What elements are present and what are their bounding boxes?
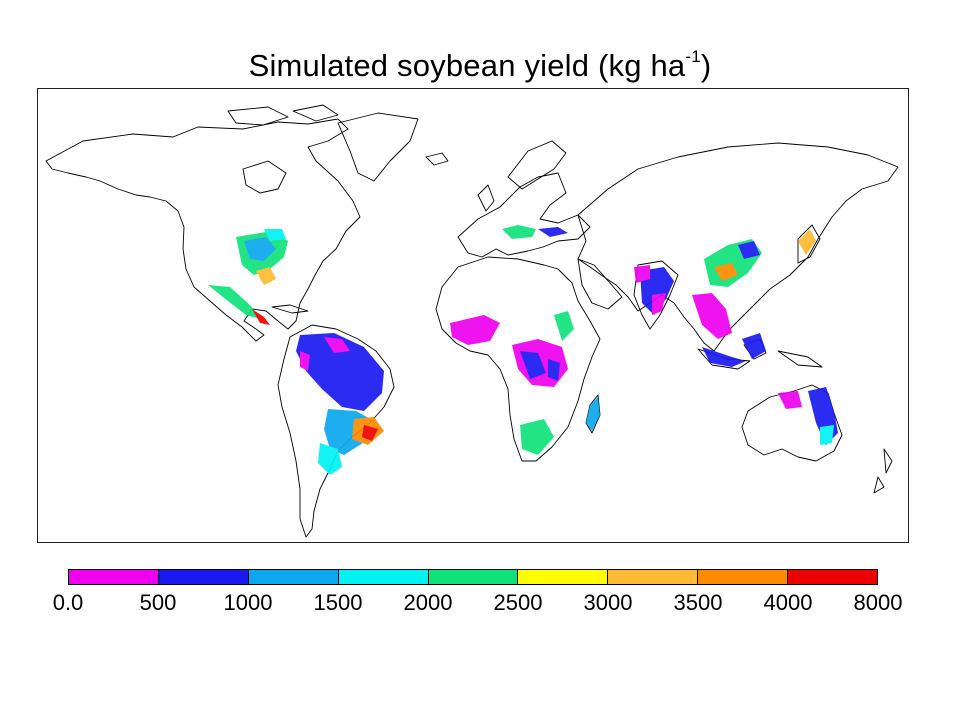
yield-mexico xyxy=(208,285,260,319)
north-america-outline xyxy=(45,118,361,342)
map-title-exponent: -1 xyxy=(685,46,701,66)
british-isles xyxy=(477,184,495,212)
legend-tick-label: 3500 xyxy=(673,590,723,615)
yield-europe xyxy=(502,225,536,239)
legend-tick-label: 8000 xyxy=(853,590,903,615)
color-legend-bar xyxy=(68,569,878,585)
yield-amazon xyxy=(296,333,384,411)
legend-tick-label: 4000 xyxy=(763,590,813,615)
yield-congo-blue xyxy=(520,351,560,381)
yield-brazil-sse xyxy=(362,425,378,441)
yield-madagascar xyxy=(586,397,600,431)
new-zealand xyxy=(873,448,893,494)
map-title: Simulated soybean yield (kg ha-1) xyxy=(0,46,960,84)
yield-india-magenta xyxy=(634,265,666,315)
yield-southern-africa xyxy=(520,419,554,455)
map-title-text: Simulated soybean yield (kg ha xyxy=(248,48,686,83)
asia-outline xyxy=(577,142,899,352)
arctic-islands xyxy=(227,104,339,126)
yield-usa-south xyxy=(256,267,276,285)
cuba xyxy=(271,304,309,314)
australia-outline xyxy=(741,384,843,462)
yield-borneo xyxy=(742,333,766,359)
yield-amazon-magenta xyxy=(300,337,350,371)
yield-australia-north xyxy=(778,391,802,409)
hudson-bay xyxy=(242,160,287,194)
legend-tick-label: 500 xyxy=(139,590,177,615)
legend-tick-label: 2500 xyxy=(493,590,543,615)
legend-swatch-0 xyxy=(69,570,159,584)
yield-china-blue xyxy=(738,241,760,259)
greenland xyxy=(337,112,419,182)
yield-west-africa xyxy=(450,315,500,345)
iceland xyxy=(425,152,449,166)
map-title-close: ) xyxy=(700,48,712,83)
color-legend-ticks: 0.0 500 1000 1500 2000 2500 3000 3500 4000 8000 xyxy=(0,590,960,620)
legend-swatch-8 xyxy=(788,570,878,584)
yield-europe-east xyxy=(538,227,568,237)
legend-swatch-5 xyxy=(518,570,609,584)
yield-usa-core xyxy=(244,237,276,261)
scandinavia xyxy=(507,140,567,190)
yield-se-asia xyxy=(692,293,732,339)
legend-tick-label: 3000 xyxy=(583,590,633,615)
legend-swatch-4 xyxy=(428,570,519,584)
legend-swatch-1 xyxy=(158,570,249,584)
legend-tick-label: 0.0 xyxy=(52,590,84,615)
arabian-peninsula xyxy=(577,258,623,310)
india xyxy=(633,260,679,330)
yield-usa-north xyxy=(264,229,286,241)
legend-tick-label: 1000 xyxy=(223,590,273,615)
legend-swatch-7 xyxy=(698,570,789,584)
yield-east-africa xyxy=(554,311,574,341)
coastlines xyxy=(45,104,899,538)
world-map xyxy=(37,88,909,543)
japan xyxy=(797,224,821,264)
world-map-canvas xyxy=(45,104,899,538)
legend-swatch-3 xyxy=(338,570,429,584)
legend-tick-label: 1500 xyxy=(313,590,363,615)
yield-indonesia xyxy=(702,347,746,367)
yield-japan xyxy=(798,229,816,255)
yield-china-orange xyxy=(714,263,738,281)
yield-australia-south xyxy=(820,425,834,445)
europe-outline xyxy=(457,172,591,258)
legend-swatch-2 xyxy=(248,570,339,584)
yield-central-america xyxy=(252,309,270,325)
yield-argentina xyxy=(318,443,342,475)
africa-outline xyxy=(435,256,601,462)
legend-swatch-6 xyxy=(608,570,699,584)
legend-tick-label: 2000 xyxy=(403,590,453,615)
south-america-outline xyxy=(277,324,395,538)
yield-patches xyxy=(208,225,838,475)
